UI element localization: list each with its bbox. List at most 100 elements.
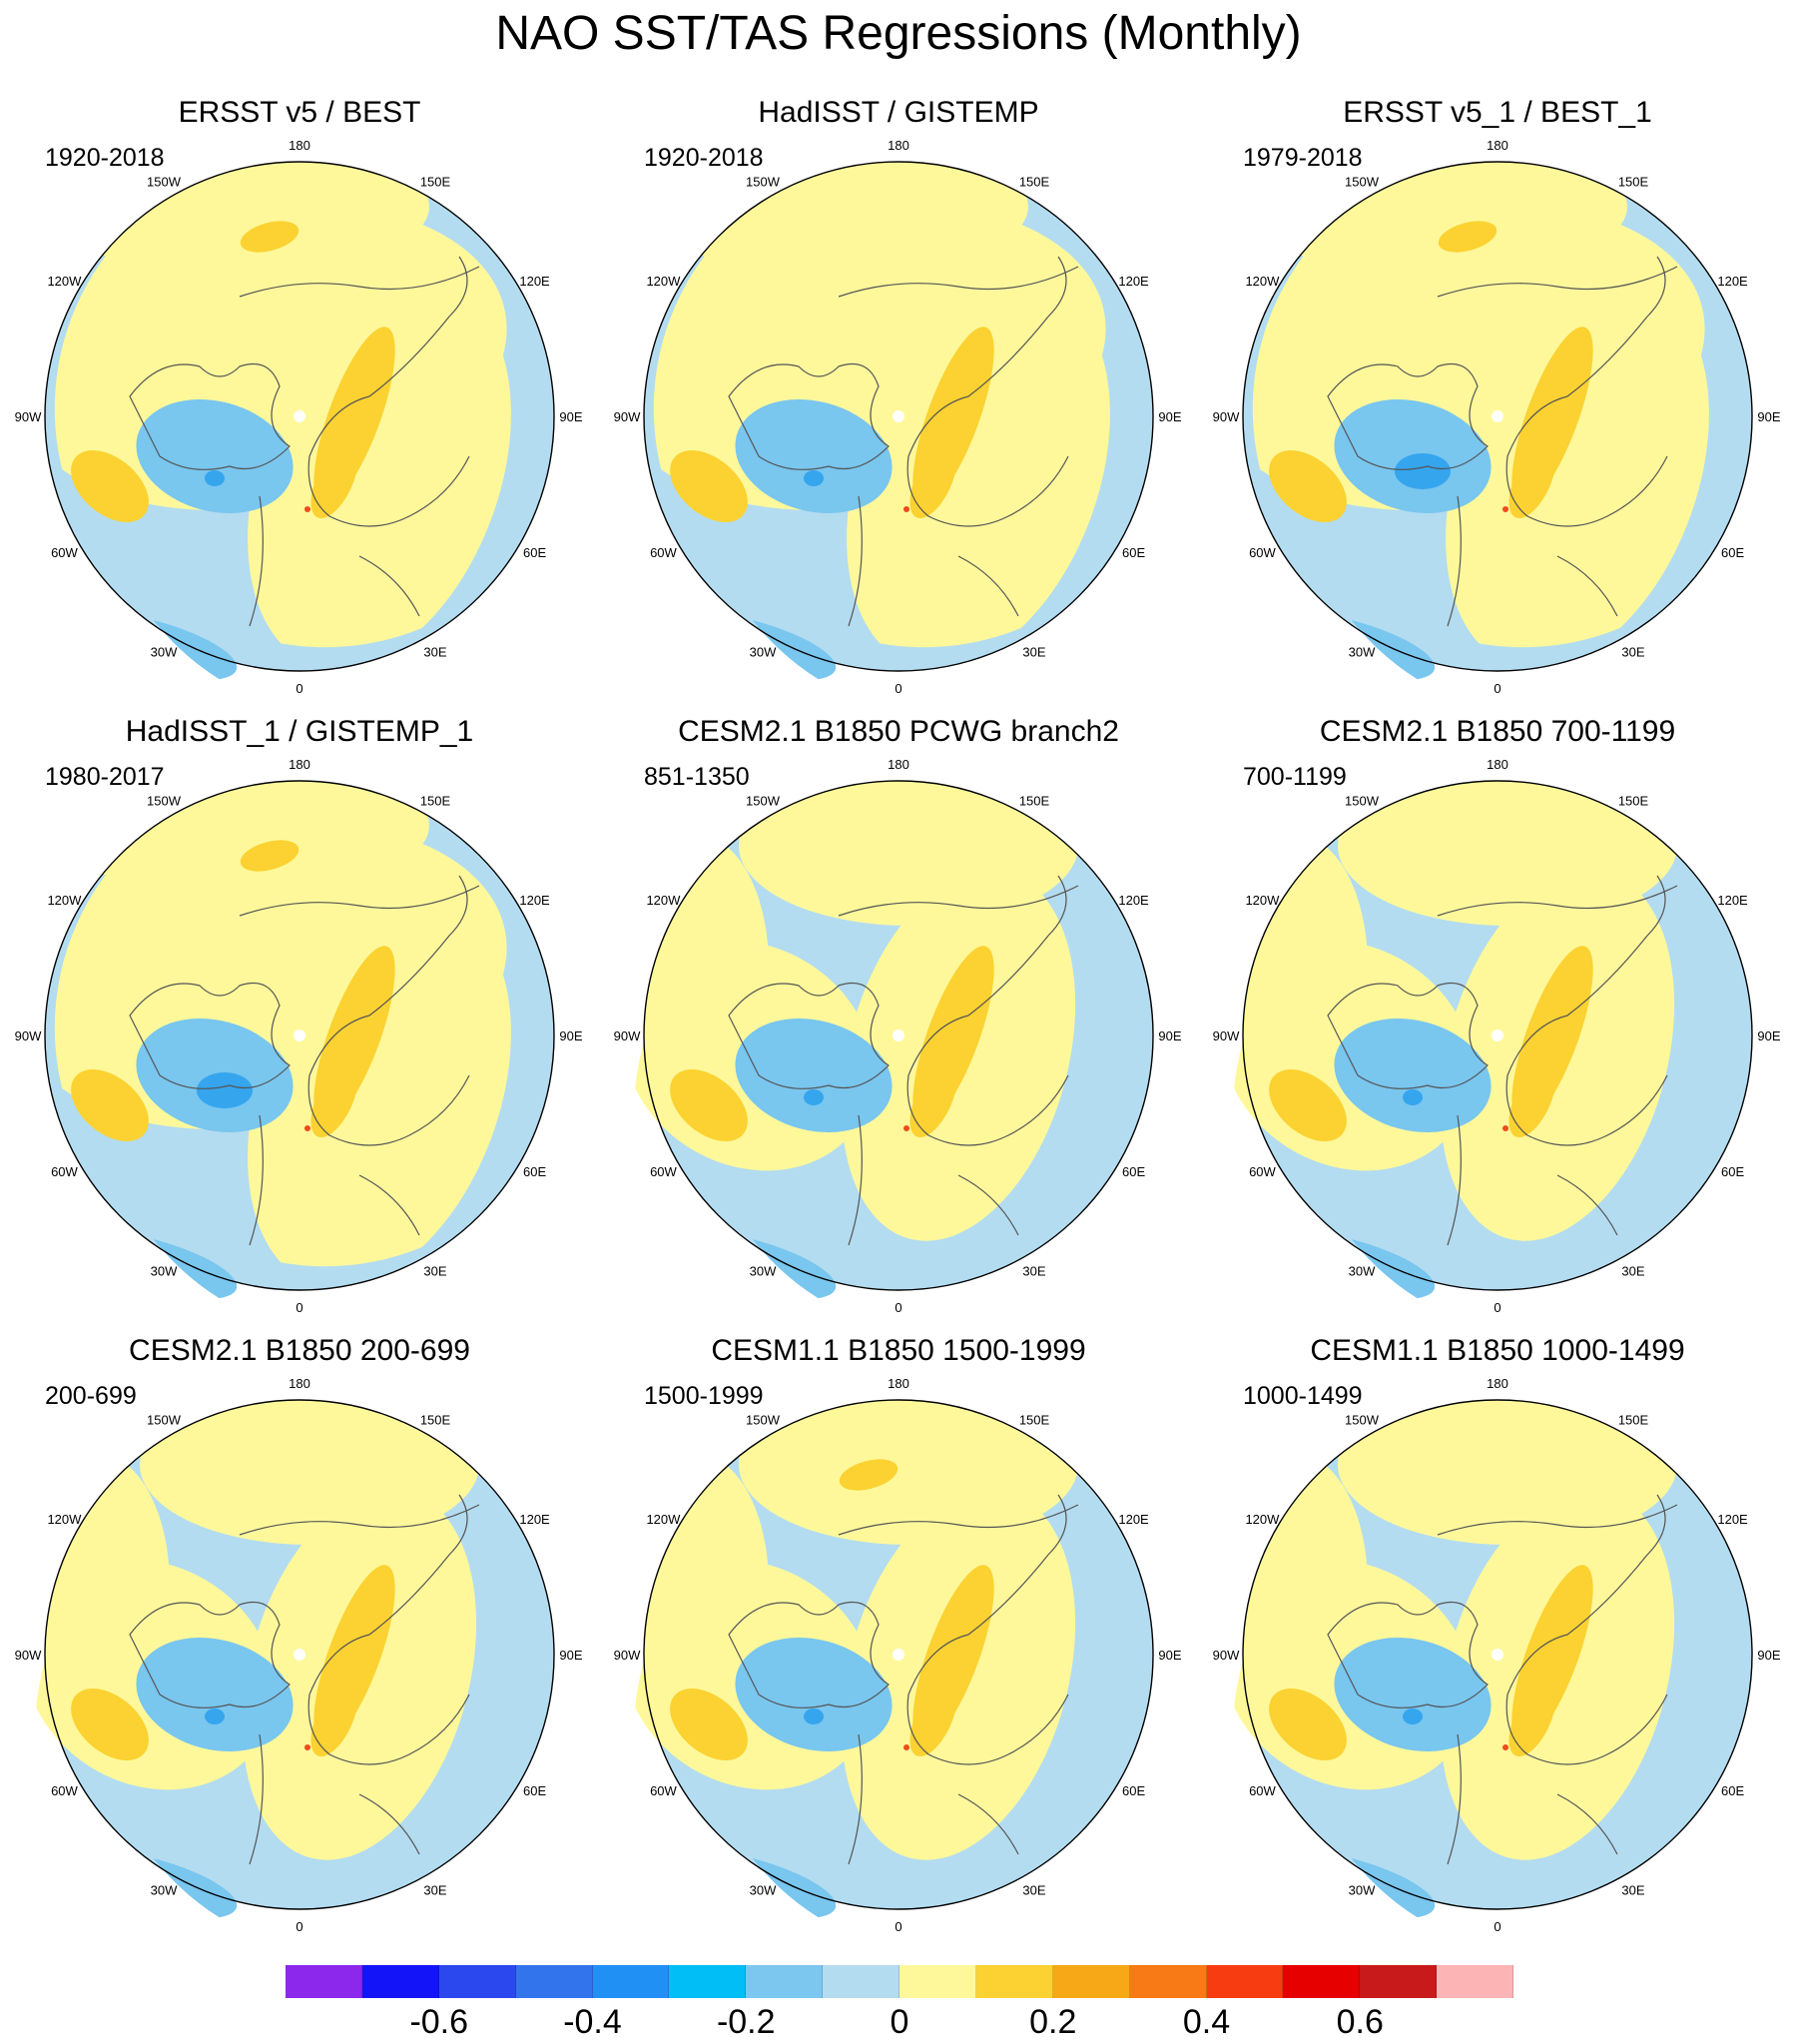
- strong-negative-core: [205, 470, 225, 486]
- colorbar: [286, 1965, 1513, 1998]
- longitude-label: 150W: [147, 174, 182, 189]
- coastline: [1447, 1114, 1618, 1246]
- positive-anomaly-gulfstream: [670, 449, 748, 523]
- panel-title: ERSST v5_1 / BEST_1: [1343, 96, 1652, 129]
- longitude-label: 60W: [51, 1783, 78, 1798]
- coastline: [906, 256, 1069, 527]
- colorbar-box: [1129, 1965, 1207, 1998]
- coastline: [249, 1733, 420, 1865]
- longitude-label: 120E: [519, 893, 550, 908]
- panel-year-range: 1000-1499: [1243, 1382, 1363, 1410]
- coastline: [848, 1733, 1019, 1865]
- strong-positive-spot: [903, 506, 909, 512]
- longitude-label: 120E: [1717, 1512, 1748, 1527]
- longitude-label: 30E: [1621, 645, 1644, 660]
- longitude-label: 120W: [47, 893, 82, 908]
- panel-title: CESM1.1 B1850 1500-1999: [711, 1334, 1086, 1367]
- positive-anomaly-scandinavia: [1508, 1682, 1556, 1757]
- longitude-label: 0: [296, 681, 302, 696]
- map-panel: CESM2.1 B1850 200-699 200-699 180 150E 120E 9…: [0, 1333, 599, 1952]
- longitude-label: 90E: [1158, 1648, 1181, 1663]
- figure-title: NAO SST/TAS Regressions (Monthly): [495, 7, 1302, 60]
- longitude-label: 30E: [1022, 645, 1045, 660]
- positive-anomaly-gulfstream: [670, 1688, 748, 1761]
- longitude-label: 30E: [1621, 1883, 1644, 1898]
- map-panel: CESM1.1 B1850 1500-1999 1500-1999 180 150E 1…: [599, 1333, 1198, 1952]
- map-panel: CESM2.1 B1850 700-1199 700-1199 180 150E 120…: [1198, 714, 1797, 1333]
- coastline: [1327, 982, 1489, 1089]
- longitude-label: 90W: [15, 1028, 42, 1043]
- longitude-label: 90E: [559, 1028, 582, 1043]
- longitude-label: 120W: [646, 274, 681, 289]
- longitude-label: 150W: [1345, 793, 1380, 808]
- strong-negative-core: [804, 470, 824, 486]
- coastline: [1505, 1494, 1668, 1765]
- strong-negative-core: [1403, 1708, 1423, 1724]
- longitude-label: 120E: [519, 1512, 550, 1527]
- north-pole-marker: [1492, 1649, 1503, 1661]
- longitude-label: 90E: [1757, 1028, 1780, 1043]
- positive-anomaly-gulfstream: [71, 449, 149, 523]
- positive-anomaly-band: [50, 781, 429, 896]
- colorbar-tick-label: 0.6: [1336, 2003, 1384, 2041]
- positive-anomaly-band: [847, 284, 1110, 669]
- strong-positive-spot: [304, 506, 310, 512]
- positive-anomaly-band: [50, 162, 429, 277]
- longitude-label: 90W: [15, 1648, 42, 1663]
- longitude-label: 30W: [750, 1883, 777, 1898]
- longitude-label: 60W: [51, 1164, 78, 1179]
- panel-title: HadISST / GISTEMP: [758, 96, 1039, 129]
- colorbar-box: [1052, 1965, 1130, 1998]
- positive-anomaly-pacific: [240, 840, 300, 872]
- strong-negative-core: [197, 1072, 253, 1108]
- coastline: [848, 1114, 1019, 1246]
- longitude-label: 30E: [1022, 1883, 1045, 1898]
- longitude-label: 60W: [1249, 1783, 1276, 1798]
- longitude-label: 30W: [750, 645, 777, 660]
- map-border: [1242, 1399, 1753, 1910]
- north-pole-marker: [294, 410, 305, 422]
- colorbar-tick-label: 0.4: [1182, 2003, 1231, 2041]
- longitude-label: 0: [296, 1919, 302, 1934]
- longitude-label: 150E: [420, 174, 451, 189]
- strong-positive-spot: [1502, 1744, 1508, 1750]
- panel-year-range: 1500-1999: [644, 1382, 764, 1410]
- coastline: [249, 1114, 420, 1246]
- longitude-label: 180: [289, 757, 310, 772]
- longitude-label: 30E: [1022, 1264, 1045, 1279]
- coastline: [1437, 885, 1678, 917]
- coastline: [1327, 362, 1489, 470]
- positive-anomaly-gulfstream: [1269, 1068, 1347, 1142]
- coastline: [307, 1494, 470, 1765]
- coastline: [906, 1494, 1069, 1765]
- longitude-label: 90W: [614, 1028, 641, 1043]
- strong-positive-spot: [1502, 506, 1508, 512]
- map-panel: HadISST / GISTEMP 1920-2018 180 150E 120E 90E…: [599, 95, 1198, 714]
- positive-anomaly-scandinavia: [310, 443, 358, 519]
- polar-stereographic-map: 180 150E 120E 90E 60E 30E 0 30W 60W 90W 120W 150W: [14, 757, 583, 1315]
- polar-stereographic-map: 180 150E 120E 90E 60E 30E 0 30W 60W 90W 120W 150W: [614, 1376, 1182, 1934]
- longitude-label: 60E: [523, 545, 546, 560]
- strong-negative-core: [205, 1708, 225, 1724]
- map-border: [44, 161, 555, 672]
- longitude-label: 120E: [519, 274, 550, 289]
- coastline: [1437, 1504, 1678, 1536]
- colorbar-box: [1437, 1965, 1513, 1998]
- strong-negative-core: [1395, 453, 1451, 489]
- longitude-label: 120W: [646, 1512, 681, 1527]
- polar-stereographic-map: 180 150E 120E 90E 60E 30E 0 30W 60W 90W 120W 150W: [1212, 138, 1781, 696]
- longitude-label: 30E: [423, 1264, 446, 1279]
- longitude-label: 180: [888, 1376, 909, 1391]
- longitude-label: 30E: [423, 645, 446, 660]
- longitude-label: 180: [289, 138, 310, 153]
- positive-anomaly-band: [248, 903, 511, 1288]
- negative-anomaly-greenland: [735, 398, 893, 514]
- panel-year-range: 1920-2018: [45, 144, 165, 172]
- longitude-label: 120W: [1245, 893, 1280, 908]
- positive-anomaly-band: [248, 284, 511, 669]
- strong-negative-core: [804, 1089, 824, 1105]
- negative-anomaly-greenland: [136, 398, 294, 514]
- colorbar-tick-labels: -0.6 -0.4 -0.2 0 0.2 0.4 0.6: [286, 2003, 1513, 2043]
- coastline: [906, 875, 1069, 1146]
- panel-title: CESM2.1 B1850 PCWG branch2: [678, 715, 1119, 748]
